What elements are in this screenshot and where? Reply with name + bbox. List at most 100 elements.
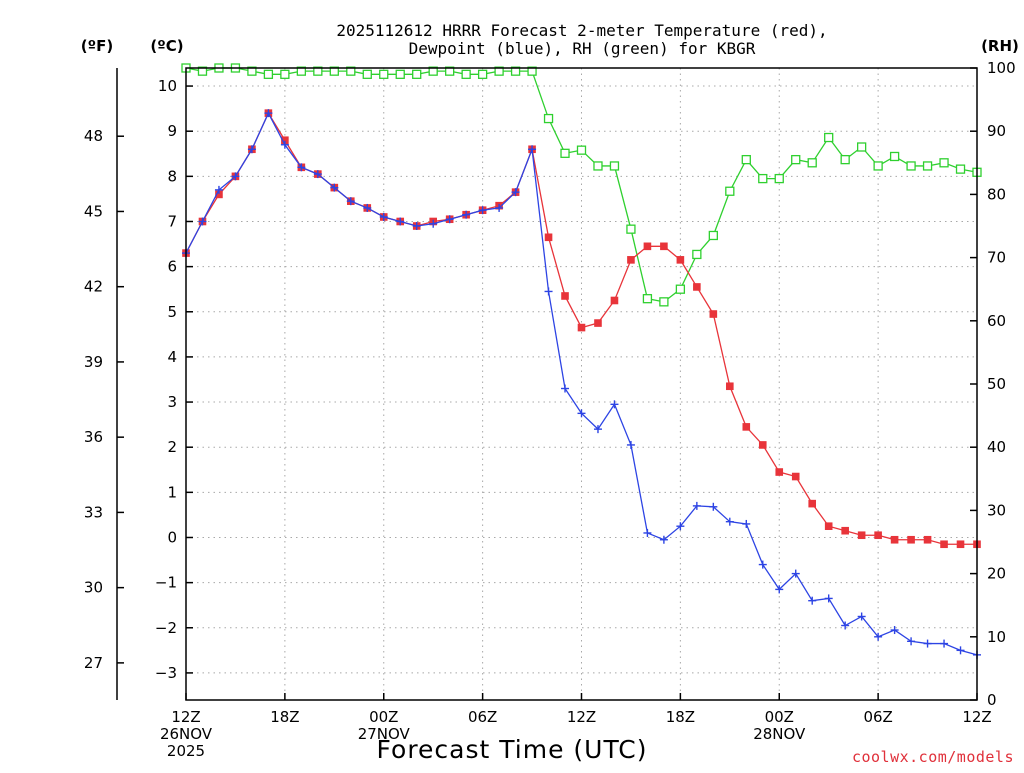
dewpoint-point xyxy=(758,560,767,569)
x-tick-label: 00Z xyxy=(765,708,794,726)
rh-point xyxy=(428,66,438,76)
series-dewpoint xyxy=(182,109,981,659)
celsius-tick-label: 9 xyxy=(167,122,177,140)
rh-axis: 0 10 20 30 40 50 60 70 80 90 100 xyxy=(970,59,1016,709)
dewpoint-point xyxy=(231,172,240,181)
dewpoint-point xyxy=(511,188,520,197)
fahrenheit-tick-label: 33 xyxy=(84,503,103,521)
rh-point xyxy=(445,66,455,76)
rh-point xyxy=(741,154,751,165)
celsius-unit-label: (ºC) xyxy=(150,37,183,55)
x-tick-label: 28NOV xyxy=(753,725,806,743)
rh-point xyxy=(807,158,817,168)
rh-point xyxy=(263,69,274,79)
rh-point xyxy=(642,294,653,304)
fahrenheit-tick-label: 39 xyxy=(84,353,103,371)
rh-point xyxy=(543,113,554,124)
x-tick-label: 06Z xyxy=(863,708,892,726)
rh-tick-label: 100 xyxy=(987,59,1016,77)
dewpoint-line xyxy=(185,111,978,656)
x-tick-label: 00Z xyxy=(369,708,398,726)
x-tick-label: 12Z xyxy=(567,708,596,726)
rh-point xyxy=(725,186,735,196)
rh-point xyxy=(197,66,208,76)
rh-point xyxy=(412,69,422,79)
rh-tick-label: 0 xyxy=(987,691,997,709)
rh-point xyxy=(955,164,966,174)
celsius-tick-label: −1 xyxy=(155,574,177,592)
fahrenheit-tick-label: 48 xyxy=(84,127,103,145)
dewpoint-point xyxy=(593,425,602,434)
rh-tick-label: 40 xyxy=(987,438,1006,456)
temperature-point xyxy=(824,522,833,530)
dewpoint-point xyxy=(528,145,537,154)
temperature-point xyxy=(923,535,932,544)
celsius-tick-label: 8 xyxy=(167,167,177,185)
series-rh xyxy=(181,63,982,307)
celsius-tick-label: 0 xyxy=(167,528,177,546)
dewpoint-point xyxy=(857,612,866,621)
celsius-tick-label: 7 xyxy=(167,212,177,230)
dewpoint-point xyxy=(429,219,438,228)
dewpoint-point xyxy=(297,163,306,172)
rh-point xyxy=(824,132,834,143)
fahrenheit-tick-label: 42 xyxy=(84,278,103,296)
rh-tick-label: 80 xyxy=(987,185,1006,203)
temperature-point xyxy=(643,242,652,251)
temperature-point xyxy=(281,136,289,145)
rh-point xyxy=(329,66,339,76)
rh-point xyxy=(889,151,900,162)
dewpoint-point xyxy=(610,400,619,409)
plot-frame xyxy=(185,67,978,701)
dewpoint-point xyxy=(709,502,718,511)
rh-point xyxy=(856,142,867,152)
temperature-point xyxy=(709,310,718,318)
celsius-tick-label: 5 xyxy=(167,303,177,321)
dewpoint-point xyxy=(907,637,916,646)
dewpoint-point xyxy=(396,217,405,226)
dewpoint-point xyxy=(626,440,635,449)
rh-point xyxy=(576,145,587,155)
rh-point xyxy=(461,69,471,79)
dewpoint-point xyxy=(264,109,273,118)
rh-point xyxy=(659,297,669,307)
rh-point xyxy=(362,69,372,79)
temperature-point xyxy=(841,526,849,535)
rh-point xyxy=(609,161,620,171)
rh-point xyxy=(247,66,257,76)
fahrenheit-tick-label: 30 xyxy=(84,579,103,597)
celsius-tick-label: 4 xyxy=(167,348,177,366)
dewpoint-point xyxy=(725,517,734,526)
rh-point xyxy=(346,66,356,76)
temperature-point xyxy=(544,233,553,242)
temperature-point xyxy=(956,540,965,549)
dewpoint-point xyxy=(956,646,965,655)
temperature-point xyxy=(742,423,751,431)
temperature-point xyxy=(808,499,817,508)
celsius-tick-label: −3 xyxy=(155,664,177,682)
dewpoint-point xyxy=(923,639,932,648)
dewpoint-point xyxy=(775,585,784,594)
rh-point xyxy=(560,148,570,158)
temperature-point xyxy=(594,319,602,327)
celsius-tick-label: 1 xyxy=(167,483,177,501)
dewpoint-point xyxy=(659,535,668,544)
temperature-point xyxy=(890,535,899,544)
rh-point xyxy=(527,66,537,76)
temperature-point xyxy=(907,535,915,544)
dewpoint-point xyxy=(824,594,833,603)
dewpoint-point xyxy=(874,632,883,641)
temperature-point xyxy=(676,256,685,264)
temperature-point xyxy=(874,531,882,540)
temperature-point xyxy=(627,256,635,264)
dewpoint-point xyxy=(247,145,256,154)
rh-point xyxy=(675,284,686,294)
dewpoint-point xyxy=(742,519,751,528)
credit-text: coolwx.com/models xyxy=(852,748,1014,766)
temperature-point xyxy=(791,472,800,481)
rh-point xyxy=(626,224,636,234)
rh-point xyxy=(494,66,504,76)
rh-point xyxy=(510,66,521,76)
x-tick-label: 18Z xyxy=(666,708,695,726)
